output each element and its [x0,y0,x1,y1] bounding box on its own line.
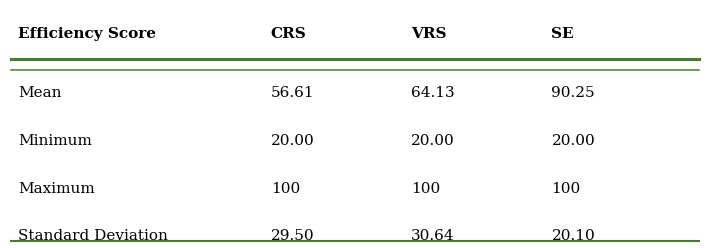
Text: 56.61: 56.61 [271,86,315,100]
Text: 20.00: 20.00 [271,134,315,148]
Text: 30.64: 30.64 [411,229,455,244]
Text: 20.00: 20.00 [552,134,595,148]
Text: SE: SE [552,27,574,41]
Text: 20.10: 20.10 [552,229,595,244]
Text: Efficiency Score: Efficiency Score [18,27,156,41]
Text: 20.00: 20.00 [411,134,455,148]
Text: 100: 100 [271,182,300,196]
Text: Maximum: Maximum [18,182,95,196]
Text: Standard Deviation: Standard Deviation [18,229,168,244]
Text: 90.25: 90.25 [552,86,595,100]
Text: Minimum: Minimum [18,134,92,148]
Text: CRS: CRS [271,27,307,41]
Text: 64.13: 64.13 [411,86,455,100]
Text: Mean: Mean [18,86,62,100]
Text: VRS: VRS [411,27,447,41]
Text: 100: 100 [552,182,581,196]
Text: 29.50: 29.50 [271,229,315,244]
Text: 100: 100 [411,182,440,196]
